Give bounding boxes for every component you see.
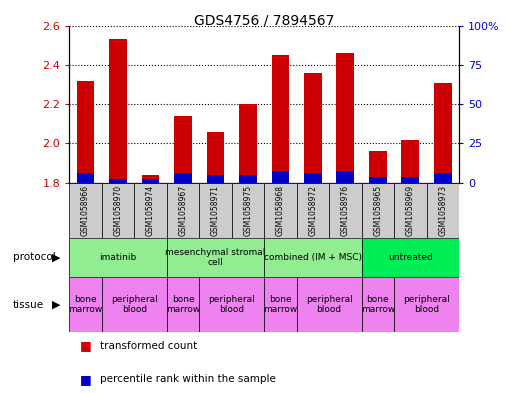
Text: GSM1058974: GSM1058974 (146, 185, 155, 236)
Text: ■: ■ (80, 373, 91, 386)
Bar (271, 171, 289, 183)
Bar (264, 183, 297, 238)
Text: GSM1058965: GSM1058965 (373, 185, 382, 236)
Bar (199, 277, 264, 332)
Bar (362, 238, 459, 277)
Bar (232, 183, 264, 238)
Bar (76, 81, 94, 183)
Bar (297, 183, 329, 238)
Text: bone
marrow: bone marrow (361, 295, 395, 314)
Text: GSM1058969: GSM1058969 (406, 185, 415, 236)
Text: ■: ■ (80, 339, 91, 353)
Bar (174, 116, 192, 183)
Bar (434, 83, 452, 183)
Text: peripheral
blood: peripheral blood (111, 295, 157, 314)
Text: bone
marrow: bone marrow (263, 295, 298, 314)
Text: GSM1058966: GSM1058966 (81, 185, 90, 236)
Text: tissue: tissue (13, 299, 44, 310)
Bar (239, 175, 257, 183)
Bar (76, 173, 94, 183)
Bar (304, 73, 322, 183)
Text: mesenchymal stromal
cell: mesenchymal stromal cell (165, 248, 266, 267)
Bar (239, 104, 257, 183)
Text: GDS4756 / 7894567: GDS4756 / 7894567 (194, 14, 334, 28)
Text: GSM1058968: GSM1058968 (276, 185, 285, 236)
Text: peripheral
blood: peripheral blood (306, 295, 352, 314)
Text: imatinib: imatinib (100, 253, 136, 262)
Bar (271, 55, 289, 183)
Bar (434, 173, 452, 183)
Bar (337, 171, 354, 183)
Bar (337, 53, 354, 183)
Bar (402, 177, 419, 183)
Bar (109, 39, 127, 183)
Bar (394, 277, 459, 332)
Text: GSM1058967: GSM1058967 (179, 185, 187, 236)
Text: transformed count: transformed count (100, 341, 198, 351)
Bar (142, 179, 160, 183)
Bar (109, 179, 127, 183)
Bar (134, 183, 167, 238)
Bar (69, 183, 102, 238)
Bar (297, 277, 362, 332)
Bar (402, 140, 419, 183)
Bar (264, 238, 362, 277)
Text: untreated: untreated (388, 253, 433, 262)
Bar (69, 238, 167, 277)
Bar (362, 277, 394, 332)
Bar (102, 277, 167, 332)
Bar (329, 183, 362, 238)
Text: peripheral
blood: peripheral blood (403, 295, 450, 314)
Bar (362, 183, 394, 238)
Bar (369, 151, 387, 183)
Text: percentile rank within the sample: percentile rank within the sample (100, 374, 276, 384)
Text: ▶: ▶ (52, 252, 61, 263)
Text: GSM1058971: GSM1058971 (211, 185, 220, 236)
Text: peripheral
blood: peripheral blood (208, 295, 255, 314)
Text: GSM1058970: GSM1058970 (113, 185, 123, 236)
Text: combined (IM + MSC): combined (IM + MSC) (264, 253, 362, 262)
Text: ▶: ▶ (52, 299, 61, 310)
Bar (167, 238, 264, 277)
Bar (264, 277, 297, 332)
Text: GSM1058975: GSM1058975 (244, 185, 252, 236)
Bar (207, 175, 224, 183)
Bar (394, 183, 427, 238)
Bar (427, 183, 459, 238)
Bar (69, 277, 102, 332)
Bar (142, 175, 160, 183)
Text: protocol: protocol (13, 252, 55, 263)
Bar (207, 132, 224, 183)
Bar (174, 173, 192, 183)
Bar (102, 183, 134, 238)
Bar (369, 177, 387, 183)
Bar (167, 277, 199, 332)
Bar (167, 183, 199, 238)
Bar (199, 183, 232, 238)
Bar (304, 173, 322, 183)
Text: bone
marrow: bone marrow (68, 295, 103, 314)
Text: bone
marrow: bone marrow (166, 295, 200, 314)
Text: GSM1058972: GSM1058972 (308, 185, 318, 236)
Text: GSM1058973: GSM1058973 (439, 185, 447, 236)
Text: GSM1058976: GSM1058976 (341, 185, 350, 236)
